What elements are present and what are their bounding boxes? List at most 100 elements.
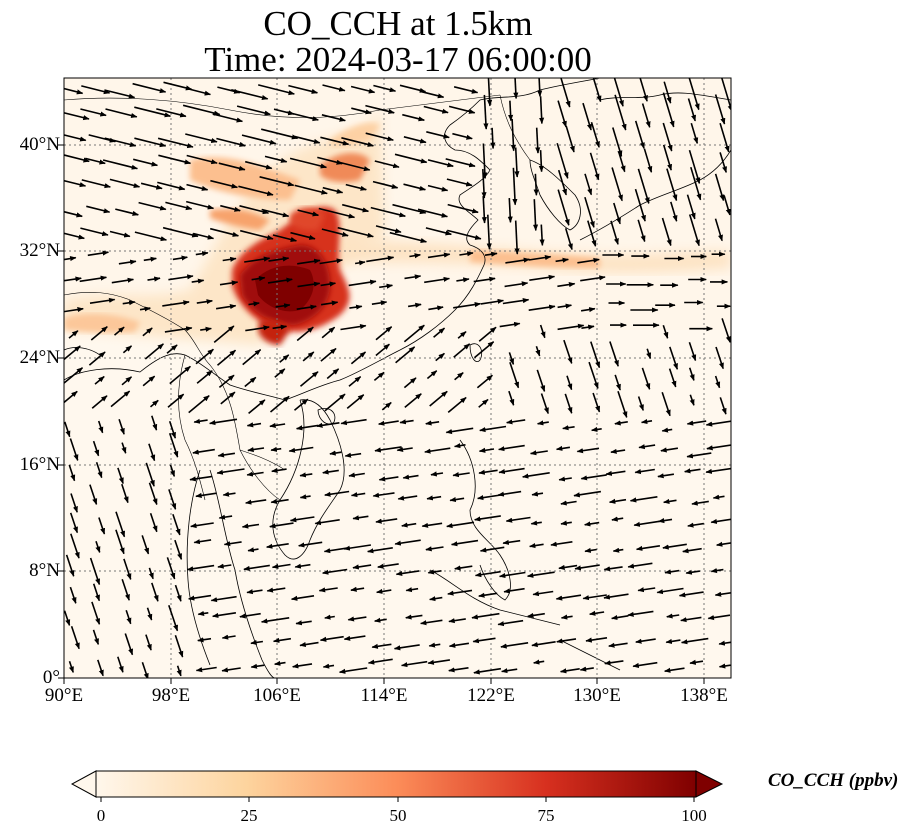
wind-arrow	[590, 341, 601, 369]
wind-arrow	[637, 396, 644, 412]
wind-arrow	[297, 281, 321, 288]
wind-arrow	[95, 461, 103, 479]
wind-arrow	[505, 257, 531, 264]
wind-arrow	[105, 108, 138, 118]
wind-arrow	[374, 617, 387, 623]
wind-arrow	[286, 111, 319, 122]
wind-arrow	[556, 638, 577, 644]
wind-arrow	[687, 522, 704, 528]
wind-arrow	[447, 589, 473, 596]
wind-arrow	[322, 186, 344, 194]
wind-arrow	[156, 108, 187, 118]
wind-arrow	[627, 610, 654, 617]
wind-arrow	[215, 304, 237, 310]
wind-arrow	[272, 324, 288, 330]
wind-arrow	[326, 368, 340, 380]
colorbar-tick-label: 0	[96, 806, 106, 825]
wind-arrow	[555, 445, 571, 451]
wind-arrow	[248, 399, 266, 415]
wind-arrow	[640, 418, 653, 425]
wind-arrow	[188, 394, 210, 414]
wind-arrow	[64, 345, 81, 361]
x-tick-label: 130°E	[573, 685, 621, 706]
wind-arrow	[634, 468, 655, 475]
wind-arrow	[689, 659, 704, 665]
wind-arrow	[222, 256, 237, 262]
wind-arrow	[261, 128, 299, 140]
wind-arrow	[324, 614, 335, 620]
wind-arrow	[338, 667, 368, 674]
wind-arrow	[396, 446, 413, 452]
wind-arrow	[213, 325, 235, 344]
wind-arrow	[143, 256, 157, 262]
wind-arrow	[456, 277, 470, 283]
wind-arrow	[250, 663, 265, 669]
wind-arrow	[487, 78, 493, 107]
wind-arrow	[375, 225, 402, 234]
wind-arrow	[190, 522, 214, 529]
x-tick-label: 138°E	[680, 685, 728, 706]
wind-arrow	[508, 352, 515, 366]
wind-arrow	[320, 281, 337, 287]
wind-arrow	[666, 168, 678, 202]
wind-arrow	[64, 87, 84, 95]
wind-arrow	[299, 494, 311, 500]
wind-arrow	[686, 194, 696, 220]
wind-arrow	[162, 226, 199, 238]
wind-arrow	[172, 255, 188, 261]
wind-arrow	[318, 587, 338, 593]
wind-arrow	[528, 304, 556, 311]
wind-arrow	[124, 633, 134, 656]
wind-arrow	[585, 637, 608, 643]
wind-arrow	[646, 348, 652, 360]
wind-arrow	[592, 78, 602, 103]
wind-arrow	[113, 326, 125, 336]
wind-arrow	[718, 640, 731, 646]
wind-arrow	[614, 374, 621, 391]
wind-arrow	[395, 346, 416, 364]
wind-arrow	[168, 274, 194, 281]
wind-arrow	[70, 493, 78, 513]
wind-arrow	[264, 155, 288, 163]
wind-arrow	[592, 392, 601, 413]
wind-arrow	[564, 228, 573, 251]
wind-arrow	[584, 521, 600, 527]
wind-arrow	[614, 420, 628, 426]
wind-arrow	[448, 105, 476, 114]
wind-arrow	[580, 275, 606, 282]
wind-arrow	[279, 354, 290, 363]
wind-arrow	[85, 157, 106, 165]
wind-arrow	[688, 149, 701, 185]
gridlines	[64, 78, 731, 678]
wind-arrow	[584, 173, 593, 196]
wind-arrow	[122, 345, 133, 354]
wind-arrow	[81, 85, 111, 95]
wind-arrow	[574, 564, 600, 571]
wind-arrow	[89, 297, 116, 304]
wind-arrow	[472, 637, 496, 644]
wind-arrow	[662, 543, 687, 550]
wind-arrow	[474, 570, 501, 578]
wind-arrow	[580, 474, 607, 481]
wind-arrow	[707, 614, 731, 621]
wind-arrow	[612, 547, 624, 553]
wind-arrow	[557, 189, 570, 226]
wind-arrow	[447, 203, 479, 214]
wind-arrow	[293, 135, 321, 144]
wind-arrow	[589, 610, 605, 616]
wind-arrow	[266, 543, 289, 549]
wind-arrow	[174, 584, 182, 602]
wind-arrow	[350, 351, 367, 365]
wind-arrow	[661, 392, 671, 417]
wind-arrow	[510, 118, 516, 152]
wind-arrow	[691, 500, 709, 506]
wind-arrow	[427, 569, 442, 575]
wind-arrow	[557, 282, 576, 288]
wind-arrow	[352, 564, 372, 570]
wind-arrow	[197, 610, 209, 616]
wind-arrow	[290, 595, 315, 601]
wind-arrow	[189, 475, 213, 482]
wind-arrow	[319, 258, 344, 265]
y-tick-label: 40°N	[19, 134, 60, 155]
wind-arrow	[191, 278, 205, 284]
